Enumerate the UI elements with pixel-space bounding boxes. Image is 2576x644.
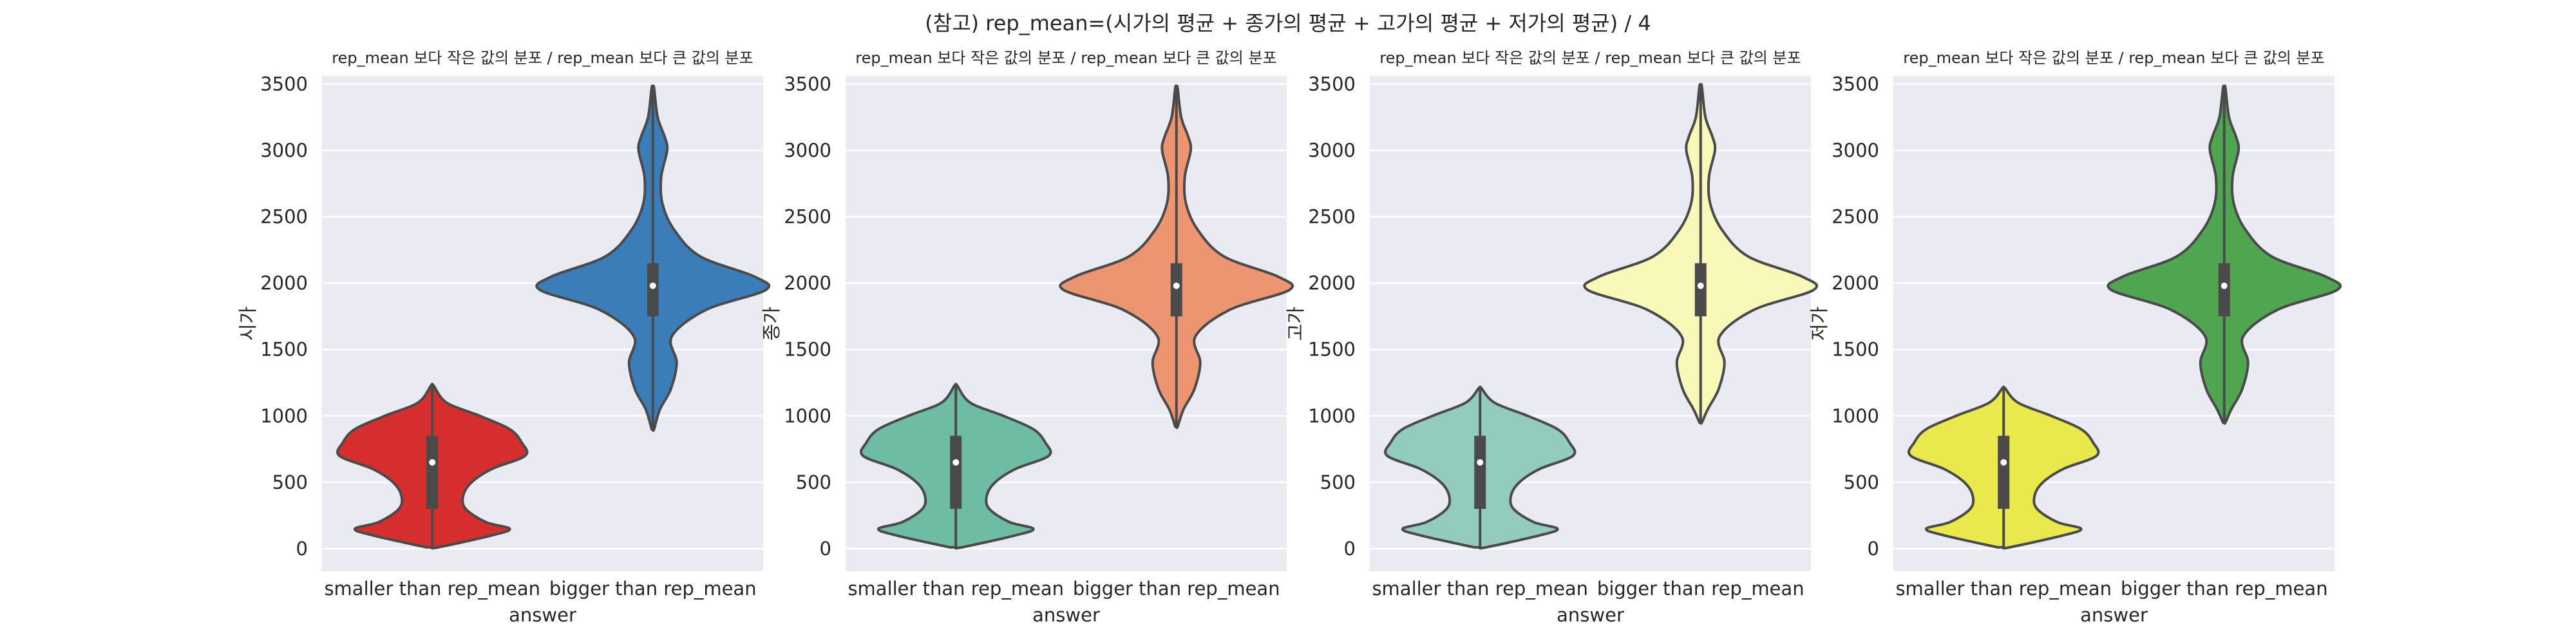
y-tick-label: 0 [1868, 538, 1879, 560]
x-tick-label: smaller than rep_mean [1372, 578, 1588, 600]
y-axis-label: 시가 [237, 307, 259, 341]
x-tick-label: bigger than rep_mean [549, 578, 757, 600]
violin-iqr-box [1998, 435, 2010, 509]
y-tick-label: 3500 [1832, 73, 1879, 95]
x-tick-label: smaller than rep_mean [848, 578, 1064, 600]
subplot-1: 0 500 1000 1500 2000 2500 3000 3500 rep_mean 보다 … [237, 49, 771, 626]
y-tick-label: 1500 [784, 339, 831, 361]
y-tick-label: 2500 [784, 206, 831, 228]
violin-median [1477, 459, 1484, 466]
y-tick-label: 3000 [1308, 139, 1356, 161]
y-tick-label: 0 [820, 538, 831, 560]
x-axis-label: answer [1032, 604, 1100, 626]
x-tick-label: bigger than rep_mean [2121, 578, 2328, 600]
y-tick-label: 1000 [260, 405, 308, 427]
violin-median [649, 282, 656, 289]
violin-iqr-box [1474, 435, 1486, 509]
x-axis-label: answer [2080, 604, 2148, 626]
y-tick-label: 1000 [784, 405, 831, 427]
subplot-title: rep_mean 보다 작은 값의 분포 / rep_mean 보다 큰 값의 … [1903, 49, 2324, 67]
figure-suptitle: (참고) rep_mean=(시가의 평균 + 종가의 평균 + 고가의 평균 … [925, 11, 1651, 35]
x-axis-label: answer [509, 604, 576, 626]
y-tick-label: 2000 [784, 272, 831, 294]
x-tick-label: smaller than rep_mean [1895, 578, 2112, 600]
y-tick-label: 2500 [1308, 206, 1356, 228]
subplot-title: rep_mean 보다 작은 값의 분포 / rep_mean 보다 큰 값의 … [855, 49, 1276, 67]
x-axis-label: answer [1557, 604, 1624, 626]
y-tick-label: 0 [296, 538, 308, 560]
subplot-3: 0 500 1000 1500 2000 2500 3000 3500 rep_mean 보다 … [1285, 49, 1819, 626]
y-tick-label: 2500 [260, 206, 308, 228]
subplot-title: rep_mean 보다 작은 값의 분포 / rep_mean 보다 큰 값의 … [1379, 49, 1801, 67]
x-tick-label: bigger than rep_mean [1073, 578, 1280, 600]
subplot-4: 0 500 1000 1500 2000 2500 3000 3500 rep_mean 보다 … [1808, 49, 2342, 626]
y-tick-label: 1000 [1308, 405, 1356, 427]
y-tick-label: 2000 [260, 272, 308, 294]
subplot-2: 0 500 1000 1500 2000 2500 3000 3500 rep_mean 보다 … [761, 49, 1294, 626]
y-tick-label: 500 [1844, 471, 1879, 493]
violin-median [2000, 459, 2007, 466]
y-tick-label: 1500 [1308, 339, 1356, 361]
plot-area [322, 76, 763, 571]
y-tick-label: 2000 [1308, 272, 1356, 294]
subplots: 0 500 1000 1500 2000 2500 3000 3500 rep_mean 보다 … [237, 49, 2342, 626]
y-tick-label: 3500 [784, 73, 831, 95]
violin-iqr-box [1694, 263, 1707, 317]
violin-median [429, 459, 436, 466]
x-tick-label: bigger than rep_mean [1597, 578, 1804, 600]
violin-iqr-box [647, 263, 659, 317]
y-tick-label: 2500 [1832, 206, 1879, 228]
y-tick-label: 500 [796, 471, 831, 493]
y-tick-label: 3500 [260, 73, 308, 95]
violin-median [1697, 282, 1704, 289]
y-tick-label: 0 [1344, 538, 1356, 560]
violin-iqr-box [1170, 263, 1182, 317]
y-tick-label: 500 [1320, 471, 1356, 493]
violin-median [1173, 282, 1180, 289]
y-axis-label: 종가 [761, 307, 782, 341]
violin-iqr-box [950, 435, 962, 509]
violin-median [2221, 282, 2228, 289]
plot-area [1370, 76, 1811, 571]
plot-area [846, 76, 1287, 571]
y-tick-label: 3500 [1308, 73, 1356, 95]
y-tick-label: 3000 [260, 139, 308, 161]
violin-median [952, 459, 960, 466]
violin-iqr-box [2218, 263, 2230, 317]
y-tick-label: 2000 [1832, 272, 1879, 294]
subplot-title: rep_mean 보다 작은 값의 분포 / rep_mean 보다 큰 값의 … [332, 49, 753, 67]
violin-iqr-box [426, 435, 439, 509]
y-tick-label: 1500 [260, 339, 308, 361]
y-tick-label: 3000 [1832, 139, 1879, 161]
y-axis-label: 고가 [1285, 307, 1307, 341]
y-tick-label: 1500 [1832, 339, 1879, 361]
plot-area [1893, 76, 2334, 571]
y-tick-label: 500 [272, 471, 308, 493]
y-axis-label: 저가 [1808, 307, 1830, 341]
y-tick-label: 3000 [784, 139, 831, 161]
y-tick-label: 1000 [1832, 405, 1879, 427]
x-tick-label: smaller than rep_mean [324, 578, 540, 600]
